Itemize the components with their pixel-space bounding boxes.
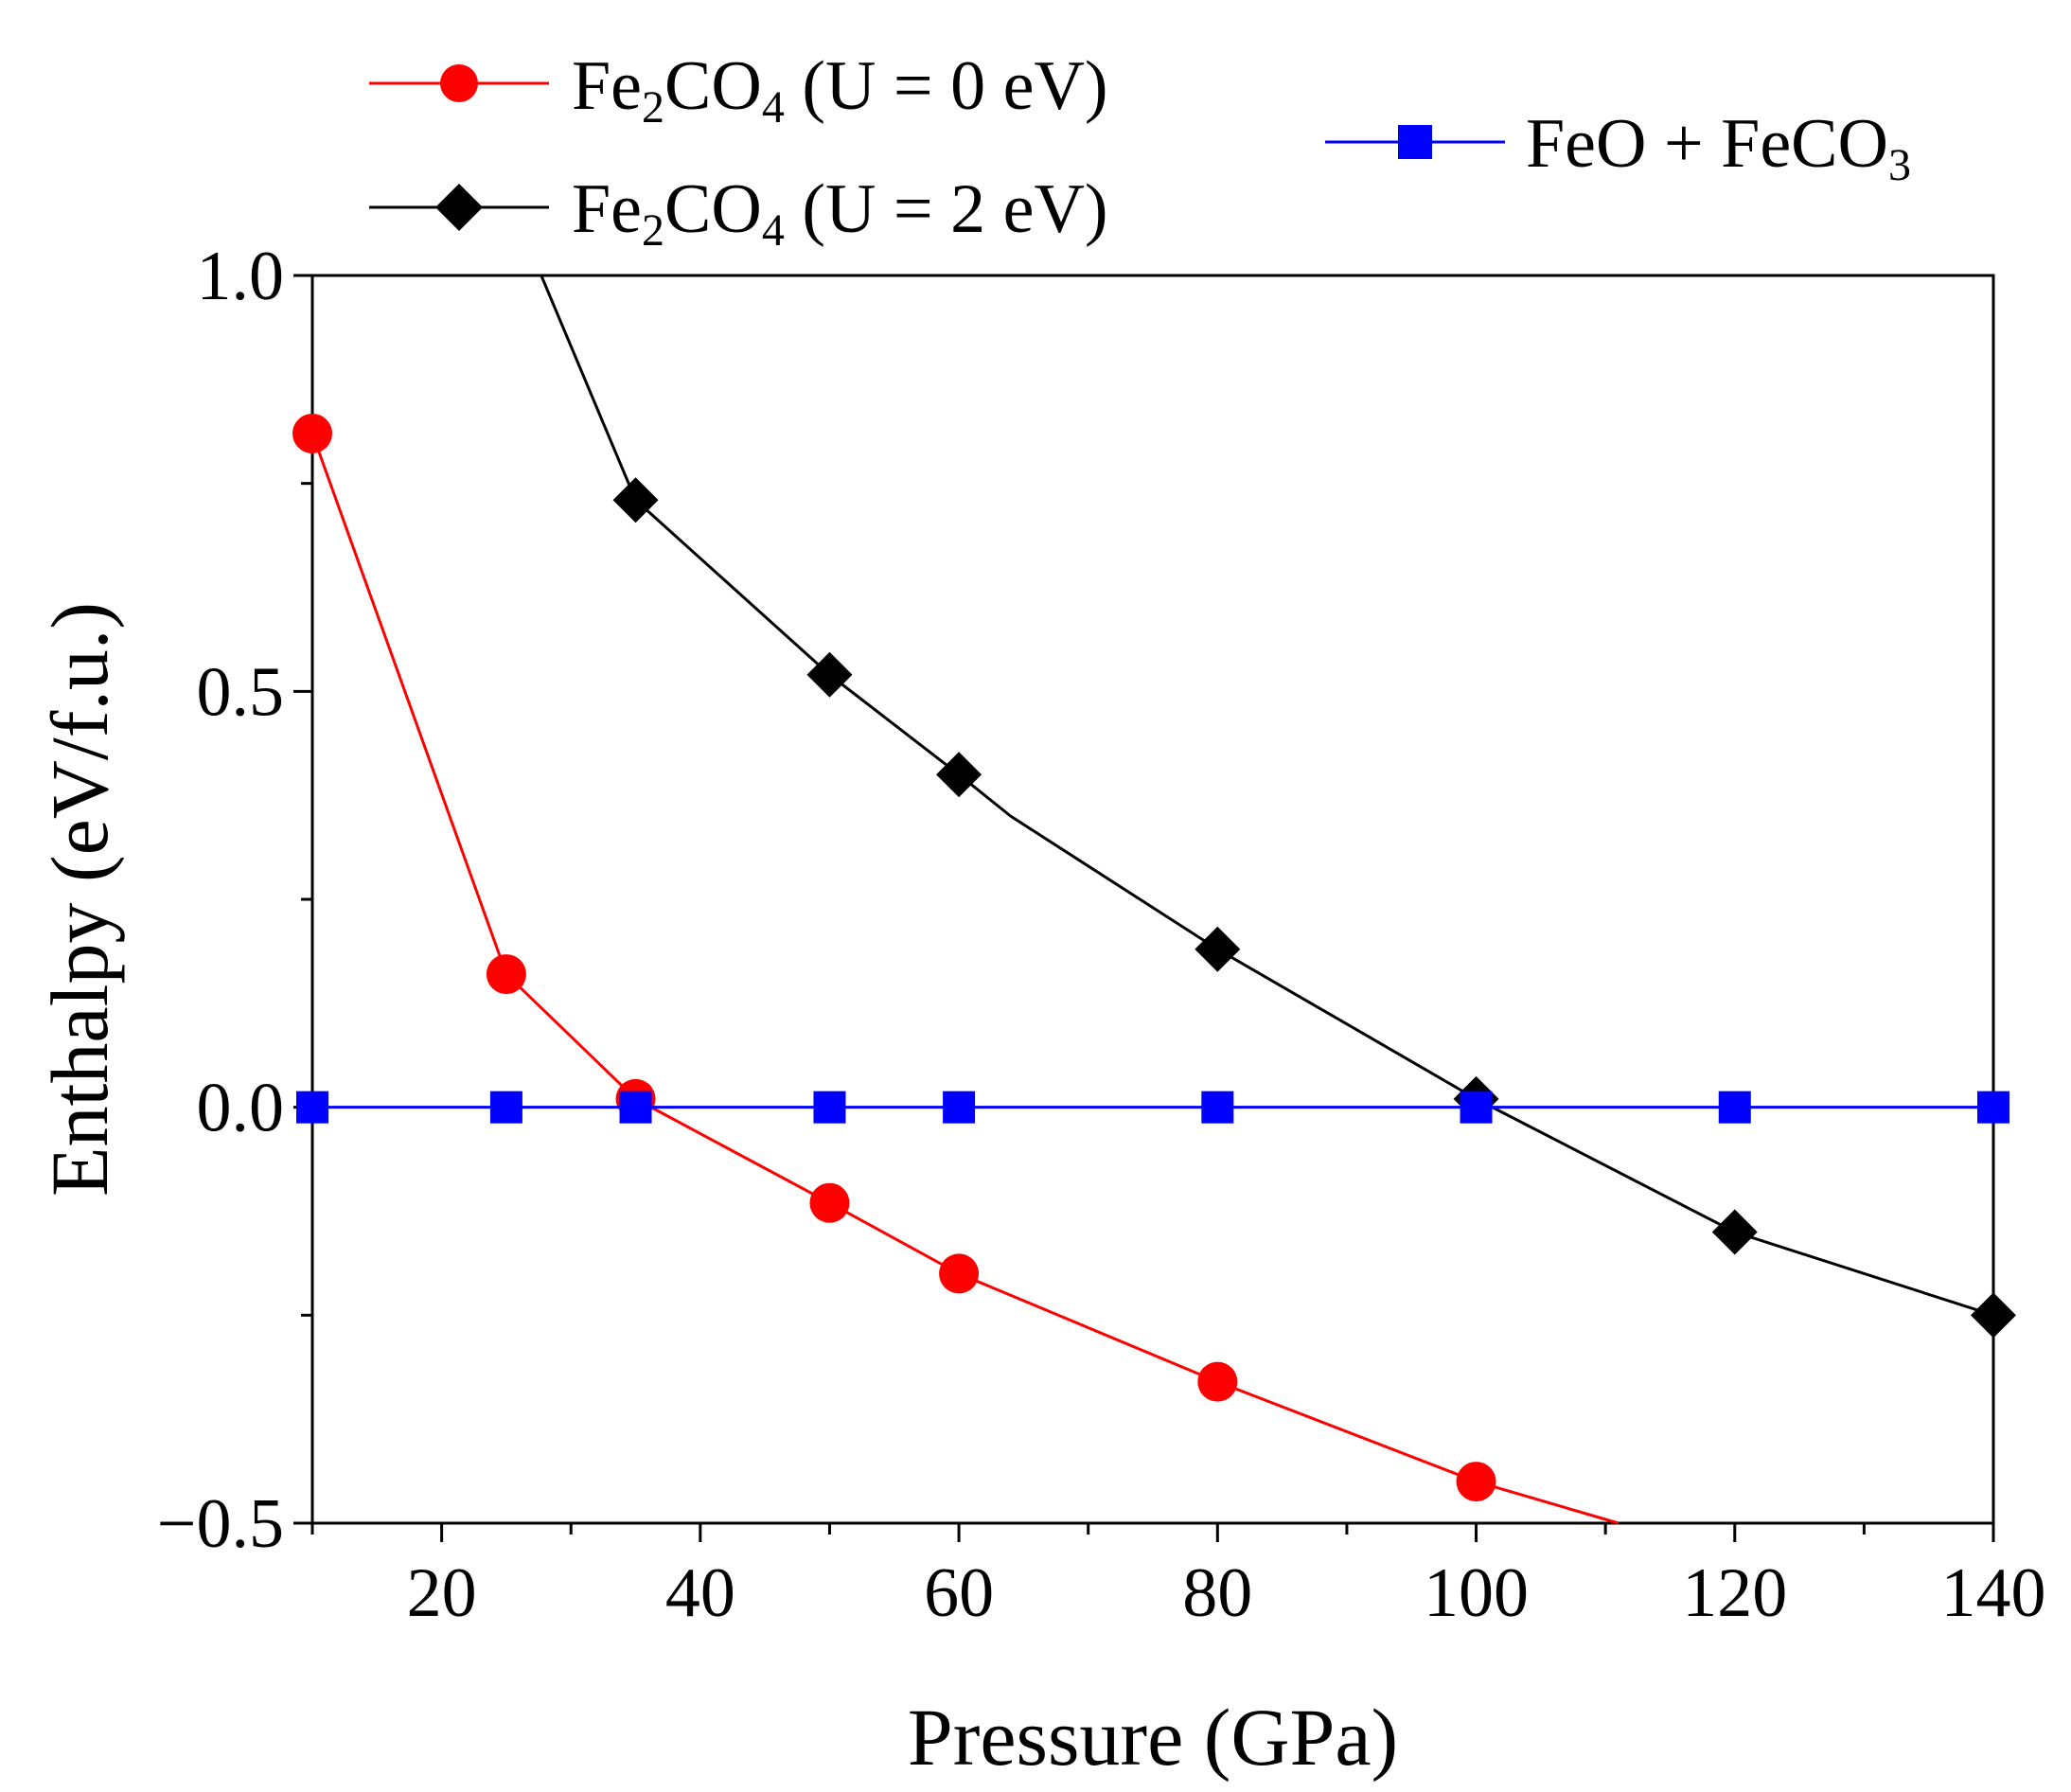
- series-circle: [292, 413, 1620, 1525]
- x-tick-label: 20: [407, 1554, 477, 1632]
- legend-label-feo-feco3: FeO + FeCO3: [1526, 105, 1911, 190]
- legend-entry-u0: Fe2CO4 (U = 0 eV): [369, 47, 1108, 133]
- series-square: [296, 1091, 2009, 1124]
- data-point-square: [1201, 1091, 1234, 1124]
- series-layer: [292, 275, 2016, 1525]
- legend-marker-diamond: [435, 184, 483, 231]
- data-point-diamond: [1971, 1292, 2016, 1339]
- x-tick-labels: 20 40 60 80 100 120 140: [407, 1554, 2046, 1632]
- data-point-diamond: [1711, 1209, 1758, 1255]
- data-point-circle: [1197, 1361, 1238, 1402]
- y-tick-label: 1.0: [197, 238, 285, 315]
- data-point-diamond: [936, 752, 982, 798]
- legend-entry-u2: Fe2CO4 (U = 2 eV): [369, 170, 1108, 256]
- legend-label-u2: Fe2CO4 (U = 2 eV): [572, 170, 1108, 256]
- data-point-circle: [939, 1253, 980, 1294]
- x-tick-label: 100: [1424, 1554, 1529, 1632]
- data-point-square: [813, 1091, 846, 1124]
- x-tick-label: 60: [924, 1554, 994, 1632]
- x-tick-label: 40: [665, 1554, 735, 1632]
- series-line: [540, 275, 1994, 1317]
- series-diamond: [540, 275, 2016, 1339]
- data-point-diamond: [1195, 926, 1241, 972]
- data-point-square: [1460, 1091, 1493, 1124]
- legend-marker-square: [1398, 125, 1432, 159]
- legend-entry-feo-feco3: FeO + FeCO3: [1325, 105, 1911, 190]
- data-point-square: [943, 1091, 976, 1124]
- legend-label-u0: Fe2CO4 (U = 0 eV): [572, 47, 1108, 133]
- y-tick-label: −0.5: [157, 1485, 284, 1563]
- y-tick-label: 0.5: [197, 653, 285, 731]
- data-point-square: [489, 1091, 522, 1124]
- data-point-circle: [292, 413, 332, 453]
- data-point-circle: [809, 1182, 850, 1223]
- plot-frame: [310, 274, 1995, 1525]
- data-point-square: [296, 1091, 328, 1124]
- x-tick-label: 140: [1941, 1554, 2046, 1632]
- y-tick-labels: −0.5 0.0 0.5 1.0: [157, 238, 284, 1563]
- data-point-square: [619, 1091, 652, 1124]
- x-tick-label: 80: [1182, 1554, 1252, 1632]
- data-point-square: [1977, 1091, 2009, 1124]
- series-line: [310, 433, 1620, 1525]
- data-point-diamond: [806, 651, 853, 698]
- data-point-diamond: [612, 477, 659, 523]
- legend: Fe2CO4 (U = 0 eV) Fe2CO4 (U = 2 eV) FeO …: [369, 47, 1911, 256]
- legend-marker-circle: [440, 64, 478, 102]
- x-tick-label: 120: [1682, 1554, 1787, 1632]
- data-point-square: [1718, 1091, 1751, 1124]
- x-axis-title: Pressure (GPa): [908, 1692, 1398, 1783]
- y-axis-title: Enthalpy (eV/f.u.): [34, 602, 125, 1197]
- data-point-circle: [1456, 1462, 1496, 1502]
- y-tick-label: 0.0: [197, 1070, 285, 1147]
- data-point-circle: [486, 954, 526, 995]
